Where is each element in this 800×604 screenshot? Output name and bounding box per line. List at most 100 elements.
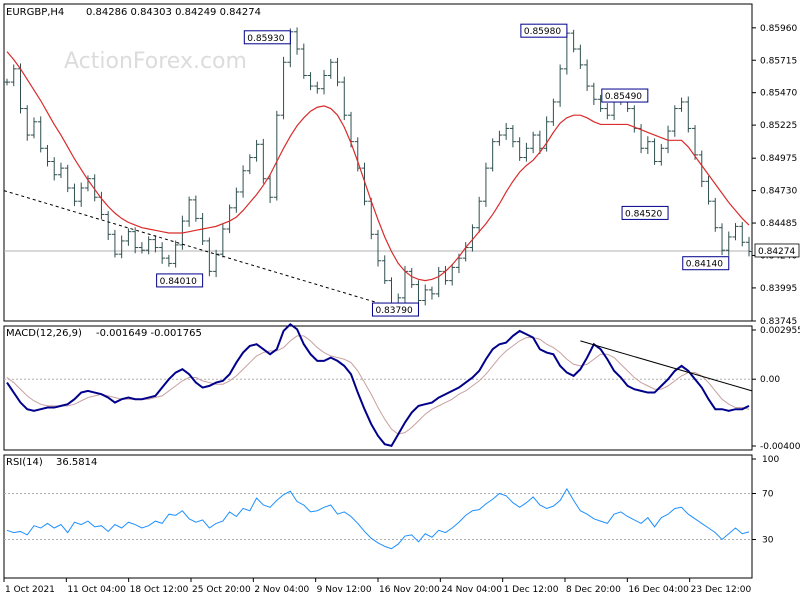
- price-bar: [118, 235, 125, 259]
- price-bar: [644, 136, 651, 154]
- price-bar: [516, 137, 523, 161]
- price-bar: [428, 286, 435, 300]
- macd-trendline: [580, 340, 753, 392]
- price-bar: [71, 183, 78, 207]
- price-bar: [550, 98, 557, 126]
- annotation-label: 0.85490: [605, 92, 642, 102]
- price-bar: [665, 125, 672, 154]
- price-bar: [712, 197, 719, 232]
- macd-tick-label: 0.00: [760, 375, 780, 385]
- price-bar: [347, 111, 355, 148]
- price-annotation: 0.84140: [682, 256, 730, 271]
- annotation-label: 0.84520: [625, 209, 662, 219]
- price-bar: [718, 223, 726, 256]
- rsi-tick-label: 100: [762, 455, 779, 465]
- price-tick-label: 0.85470: [760, 89, 797, 99]
- price-bar: [10, 64, 17, 87]
- price-annotation: 0.84520: [621, 205, 669, 220]
- price-bar: [273, 110, 280, 201]
- price-bar: [408, 268, 415, 288]
- price-bar: [577, 44, 584, 69]
- price-bar: [91, 174, 98, 202]
- price-bar: [84, 175, 91, 192]
- price-bar: [24, 105, 31, 141]
- price-bar: [37, 116, 44, 153]
- price-bar: [530, 131, 537, 154]
- price-bar: [658, 143, 665, 166]
- time-tick-label: 11 Oct 04:00: [67, 585, 126, 595]
- time-tick-label: 25 Oct 20:00: [192, 585, 251, 595]
- price-bar: [496, 130, 503, 146]
- price-bar: [374, 229, 382, 267]
- price-tick-label: 0.83745: [760, 317, 797, 327]
- rsi-tick-label: 70: [762, 490, 774, 500]
- price-bar: [64, 164, 71, 193]
- price-bar: [138, 242, 145, 254]
- rsi-line: [6, 487, 750, 550]
- price-tick-label: 0.85715: [760, 56, 797, 66]
- price-bar: [105, 211, 112, 240]
- price-tick-label: 0.85225: [760, 121, 797, 131]
- time-tick-label: 8 Dec 20:00: [566, 585, 621, 595]
- price-bar: [300, 43, 307, 79]
- time-tick-label: 16 Dec 04:00: [628, 585, 689, 595]
- frame-main: [3, 3, 753, 322]
- price-tick-label: 0.84730: [760, 187, 797, 197]
- price-bar: [685, 96, 692, 133]
- price-bar: [725, 231, 732, 256]
- price-bar: [321, 70, 328, 95]
- macd-title: MACD(12,26,9): [6, 328, 82, 339]
- price-bar: [381, 255, 388, 284]
- price-bar: [78, 182, 85, 207]
- annotation-box: [601, 88, 649, 103]
- price-bar: [361, 162, 368, 206]
- price-bar: [260, 138, 267, 184]
- price-bar: [536, 130, 543, 154]
- rsi-panel: [6, 487, 750, 550]
- moving-average-line: [6, 51, 750, 282]
- price-bar: [132, 227, 139, 254]
- price-tick-label: 0.84975: [760, 154, 797, 164]
- price-bar: [240, 165, 247, 198]
- price-bar: [44, 144, 51, 167]
- price-bar: [543, 116, 550, 152]
- price-bar: [172, 240, 179, 268]
- price-bar: [267, 175, 274, 203]
- annotation-label: 0.85980: [524, 27, 561, 37]
- annotation-box: [621, 205, 669, 220]
- price-bar: [17, 63, 24, 114]
- price-annotation: 0.85490: [601, 88, 649, 103]
- price-bar: [307, 72, 314, 91]
- price-annotation: 0.84010: [156, 273, 204, 288]
- price-bar: [253, 139, 260, 162]
- rsi-value: 36.5814: [56, 457, 97, 468]
- price-bar: [449, 264, 456, 286]
- current-price-label: 0.84274: [758, 247, 795, 257]
- price-bar: [509, 125, 516, 148]
- price-bar: [233, 187, 240, 213]
- time-tick-label: 1 Dec 12:00: [504, 585, 559, 595]
- price-bar: [651, 138, 658, 165]
- price-bar: [570, 29, 577, 53]
- price-bar: [469, 224, 476, 252]
- price-annotation: 0.83790: [371, 302, 419, 317]
- price-bar: [30, 117, 38, 139]
- time-tick-label: 23 Dec 12:00: [691, 585, 752, 595]
- price-panel: 0.85930 0.85980 0.85490 0.84520 0.84140 0.840…: [3, 23, 753, 317]
- price-bar: [314, 81, 321, 94]
- time-tick-label: 24 Nov 04:00: [441, 585, 502, 595]
- annotation-label: 0.84140: [686, 260, 723, 270]
- price-bar: [415, 280, 422, 305]
- support-trendline: [3, 190, 419, 316]
- rsi-title: RSI(14): [6, 457, 43, 468]
- frame-rsi: [3, 454, 753, 579]
- annotation-box: [682, 256, 730, 271]
- macd-tick-label: 0.002955: [760, 326, 800, 336]
- price-tick-label: 0.85960: [760, 24, 797, 34]
- price-bar: [51, 157, 58, 181]
- price-bar: [557, 64, 564, 107]
- price-bar: [294, 27, 301, 55]
- macd-line: [6, 322, 750, 448]
- annotation-label: 0.84010: [160, 277, 197, 287]
